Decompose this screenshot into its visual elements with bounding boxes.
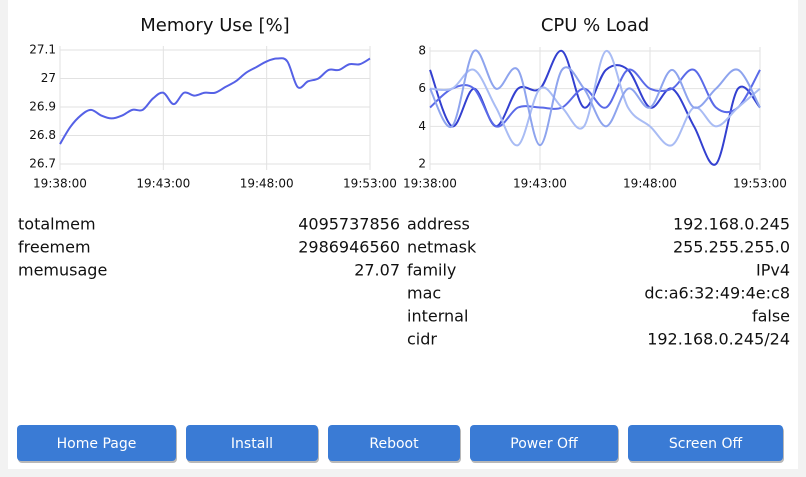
- field-value: 27.07: [354, 261, 400, 280]
- y-tick-label: 4: [418, 119, 426, 133]
- field-value: false: [752, 307, 790, 326]
- field-label: totalmem: [18, 215, 96, 234]
- field-value: 255.255.255.0: [673, 238, 790, 257]
- y-tick-label: 26.8: [29, 128, 56, 142]
- field-value: dc:a6:32:49:4e:c8: [644, 284, 790, 303]
- field-value: 4095737856: [298, 215, 400, 234]
- y-tick-label: 27: [41, 71, 56, 85]
- button[interactable]: Install: [186, 425, 319, 463]
- button-label[interactable]: Reboot: [369, 436, 419, 452]
- field-value: IPv4: [756, 261, 790, 280]
- field-label: internal: [407, 307, 468, 326]
- button-face[interactable]: [328, 425, 460, 461]
- data-line: [59, 57, 371, 145]
- y-tick-label: 27.1: [29, 43, 56, 57]
- field-label: address: [407, 215, 470, 234]
- button-label[interactable]: Install: [231, 436, 273, 452]
- button-label[interactable]: Power Off: [510, 436, 578, 452]
- button-face[interactable]: [17, 425, 176, 461]
- y-tick-label: 6: [418, 81, 426, 95]
- y-tick-label: 26.7: [29, 157, 56, 171]
- field-label: netmask: [407, 238, 477, 257]
- field-label: memusage: [18, 261, 107, 280]
- field-label: mac: [407, 284, 441, 303]
- button[interactable]: Home Page: [17, 425, 177, 463]
- x-tick-label: 19:48:00: [240, 177, 294, 191]
- y-tick-label: 26.9: [29, 100, 56, 114]
- button[interactable]: Screen Off: [628, 425, 784, 463]
- button-face[interactable]: [186, 425, 318, 461]
- x-tick-label: 19:43:00: [136, 177, 190, 191]
- data-line: [429, 49, 761, 147]
- field-value: 192.168.0.245: [673, 215, 790, 234]
- field-value: 2986946560: [298, 238, 400, 257]
- button-face[interactable]: [470, 425, 618, 461]
- field-value: 192.168.0.245/24: [647, 330, 790, 349]
- y-tick-label: 2: [418, 157, 426, 171]
- x-tick-label: 19:48:00: [623, 177, 677, 191]
- data-line: [429, 68, 761, 128]
- chart-title: Memory Use [%]: [140, 15, 289, 36]
- x-tick-label: 19:53:00: [733, 177, 787, 191]
- x-tick-label: 19:38:00: [403, 177, 457, 191]
- button-label[interactable]: Home Page: [57, 436, 137, 452]
- x-tick-label: 19:38:00: [33, 177, 87, 191]
- field-label: family: [407, 261, 456, 280]
- button[interactable]: Power Off: [470, 425, 619, 463]
- field-label: freemem: [18, 238, 91, 257]
- button[interactable]: Reboot: [328, 425, 461, 463]
- field-label: cidr: [407, 330, 437, 349]
- x-tick-label: 19:43:00: [513, 177, 567, 191]
- x-tick-label: 19:53:00: [343, 177, 397, 191]
- data-line: [429, 49, 761, 147]
- button-face[interactable]: [628, 425, 783, 461]
- panel: [8, 0, 798, 469]
- button-label[interactable]: Screen Off: [669, 436, 743, 452]
- y-tick-label: 8: [418, 44, 426, 58]
- chart-title: CPU % Load: [541, 15, 649, 36]
